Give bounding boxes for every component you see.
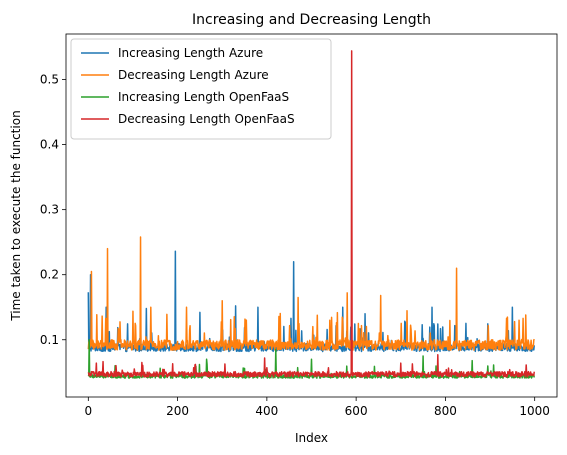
- series-line-increasing-length-azure: [87, 250, 535, 353]
- legend: Increasing Length Azure Decreasing Length…: [70, 38, 332, 140]
- x-tick-label: 0: [84, 404, 92, 418]
- legend-box: [70, 38, 332, 140]
- y-axis-ticks: 0.1 0.2 0.3 0.4 0.5: [40, 73, 66, 347]
- x-tick-label: 800: [434, 404, 457, 418]
- y-tick-label: 0.4: [40, 138, 59, 152]
- y-tick-label: 0.5: [40, 73, 59, 87]
- legend-label: Decreasing Length Azure: [118, 68, 269, 82]
- y-axis-label: Time taken to execute the function: [9, 110, 23, 321]
- chart-title: Increasing and Decreasing Length: [192, 12, 431, 28]
- series-layer: [87, 50, 535, 379]
- y-tick-label: 0.3: [40, 203, 59, 217]
- x-tick-label: 400: [255, 404, 278, 418]
- x-axis-label: Index: [295, 431, 328, 445]
- series-line-decreasing-length-openfaas: [87, 50, 535, 378]
- x-axis-ticks: 0 200 400 600 800 1000: [84, 397, 550, 418]
- axes-frame: [65, 33, 558, 398]
- y-tick-label: 0.2: [40, 268, 59, 282]
- legend-label: Increasing Length Azure: [118, 46, 263, 60]
- x-tick-label: 200: [166, 404, 189, 418]
- series-line-decreasing-length-azure: [87, 236, 535, 351]
- y-tick-label: 0.1: [40, 333, 59, 347]
- x-tick-label: 600: [345, 404, 368, 418]
- legend-label: Decreasing Length OpenFaaS: [118, 112, 295, 126]
- legend-label: Increasing Length OpenFaaS: [118, 90, 289, 104]
- x-tick-label: 1000: [519, 404, 550, 418]
